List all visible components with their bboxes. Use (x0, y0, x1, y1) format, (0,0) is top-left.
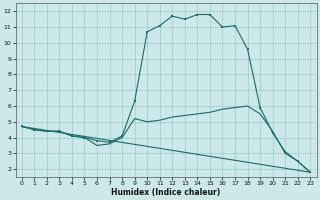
X-axis label: Humidex (Indice chaleur): Humidex (Indice chaleur) (111, 188, 221, 197)
